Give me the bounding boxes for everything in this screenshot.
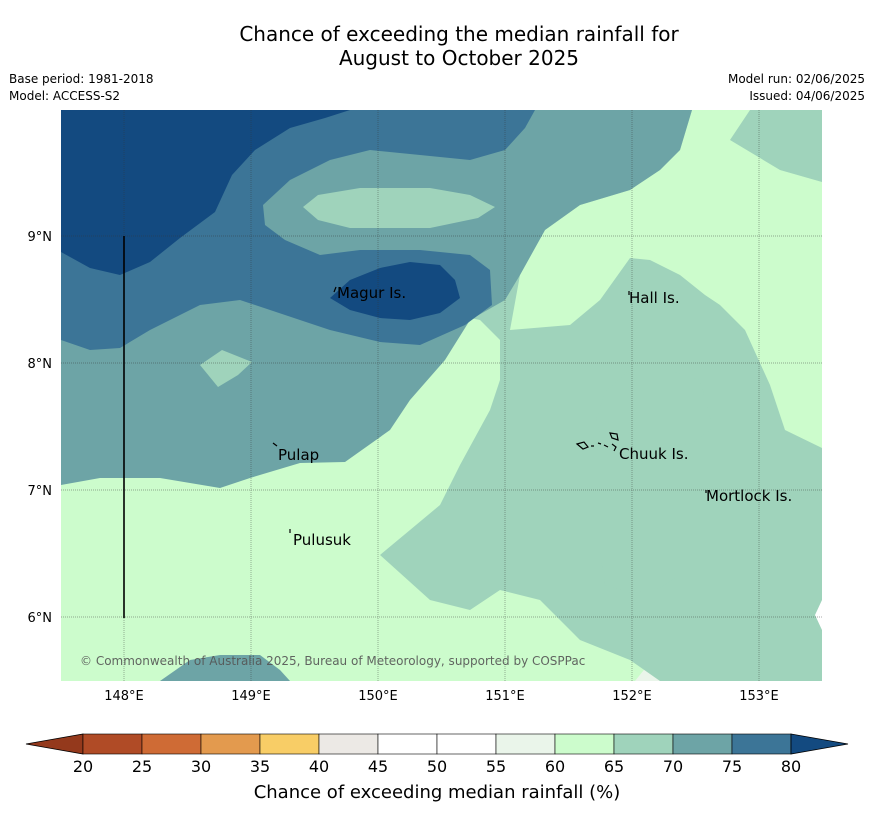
colorbar-segment-8 [555,734,614,754]
colorbar-label: Chance of exceeding median rainfall (%) [254,782,621,803]
lon-label-151e: 151°E [485,689,525,704]
colorbar-tick-55: 55 [486,757,506,776]
colorbar-segment-3 [260,734,319,754]
colorbar-tick-20: 20 [73,757,93,776]
lon-label-148e: 148°E [104,689,144,704]
colorbar-segments [83,734,791,754]
longitude-labels: 148°E 149°E 150°E 151°E 152°E 153°E [104,689,779,704]
lat-label-8n: 8°N [28,357,53,372]
colorbar-tick-50: 50 [427,757,447,776]
map-area: Magur Is. Hall Is. Pulap Chuuk Is. Mortl… [61,110,822,681]
colorbar-segment-7 [496,734,555,754]
place-label-chuuk: Chuuk Is. [619,445,688,463]
colorbar-segment-1 [142,734,201,754]
colorbar-tick-40: 40 [309,757,329,776]
place-label-pulap: Pulap [278,446,319,464]
colorbar-tick-25: 25 [132,757,152,776]
colorbar-segment-5 [378,734,437,754]
colorbar-segment-0 [83,734,142,754]
latitude-labels: 9°N 8°N 7°N 6°N [28,230,53,626]
colorbar-tick-35: 35 [250,757,270,776]
place-label-pulusuk: Pulusuk [293,531,351,549]
lon-label-149e: 149°E [231,689,271,704]
colorbar-tick-labels: 20 25 30 35 40 45 50 55 60 65 70 75 80 [73,757,801,776]
colorbar-tick-65: 65 [604,757,624,776]
place-label-hall: Hall Is. [629,289,680,307]
copyright-text: © Commonwealth of Australia 2025, Bureau… [80,654,585,668]
colorbar-segment-6 [437,734,496,754]
colorbar-tick-75: 75 [722,757,742,776]
colorbar-tick-45: 45 [368,757,388,776]
colorbar-segment-10 [673,734,732,754]
colorbar-under-arrow [26,734,83,754]
colorbar-tick-30: 30 [191,757,211,776]
colorbar-segment-9 [614,734,673,754]
place-label-magur: Magur Is. [337,284,406,302]
place-label-mortlock: Mortlock Is. [706,487,792,505]
lon-label-153e: 153°E [739,689,779,704]
lat-label-7n: 7°N [28,484,53,499]
colorbar: 20 25 30 35 40 45 50 55 60 65 70 75 80 Chance of exc… [26,734,848,803]
lon-label-152e: 152°E [612,689,652,704]
colorbar-over-arrow [791,734,848,754]
lat-label-6n: 6°N [28,611,53,626]
colorbar-segment-2 [201,734,260,754]
lon-label-150e: 150°E [358,689,398,704]
rainfall-map-figure: Magur Is. Hall Is. Pulap Chuuk Is. Mortl… [0,0,873,816]
colorbar-tick-60: 60 [545,757,565,776]
colorbar-segment-11 [732,734,791,754]
colorbar-tick-70: 70 [663,757,683,776]
lat-label-9n: 9°N [28,230,53,245]
colorbar-tick-80: 80 [781,757,801,776]
colorbar-segment-4 [319,734,378,754]
